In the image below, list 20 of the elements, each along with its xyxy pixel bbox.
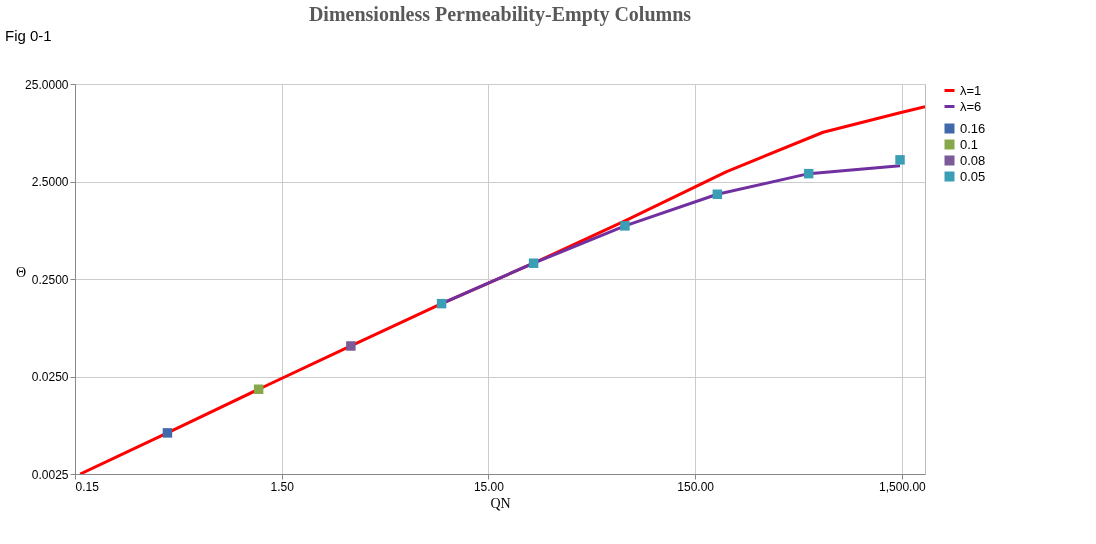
- legend-label: 0.1: [960, 136, 979, 152]
- x-tick-label: 1.50: [270, 479, 295, 494]
- y-tick-label: 0.0250: [31, 370, 69, 384]
- y-axis-title: Θ: [16, 264, 27, 280]
- x-tick-label: 0.15: [75, 479, 100, 494]
- legend-label: 0.16: [960, 120, 986, 136]
- legend-label: 0.05: [960, 168, 986, 184]
- x-tick-label: 15.00: [473, 479, 505, 494]
- caption: Fig 0-1: [5, 27, 52, 44]
- legend-label: 0.08: [960, 152, 986, 168]
- x-tick-label: 1,500.00: [879, 479, 927, 494]
- y-tick-label: 0.0025: [31, 467, 69, 482]
- x-axis-title: QN: [490, 495, 511, 511]
- legend-label: λ=6: [960, 98, 982, 114]
- y-tick-label: 25.0000: [25, 77, 69, 92]
- y-tick-label: 0.2500: [31, 272, 69, 287]
- legend-label: λ=1: [960, 82, 982, 98]
- y-tick-label: 2.5000: [31, 175, 69, 189]
- x-tick-label: 150.00: [677, 479, 715, 494]
- chart-title: Dimensionless Permeability-Empty Columns: [308, 3, 692, 26]
